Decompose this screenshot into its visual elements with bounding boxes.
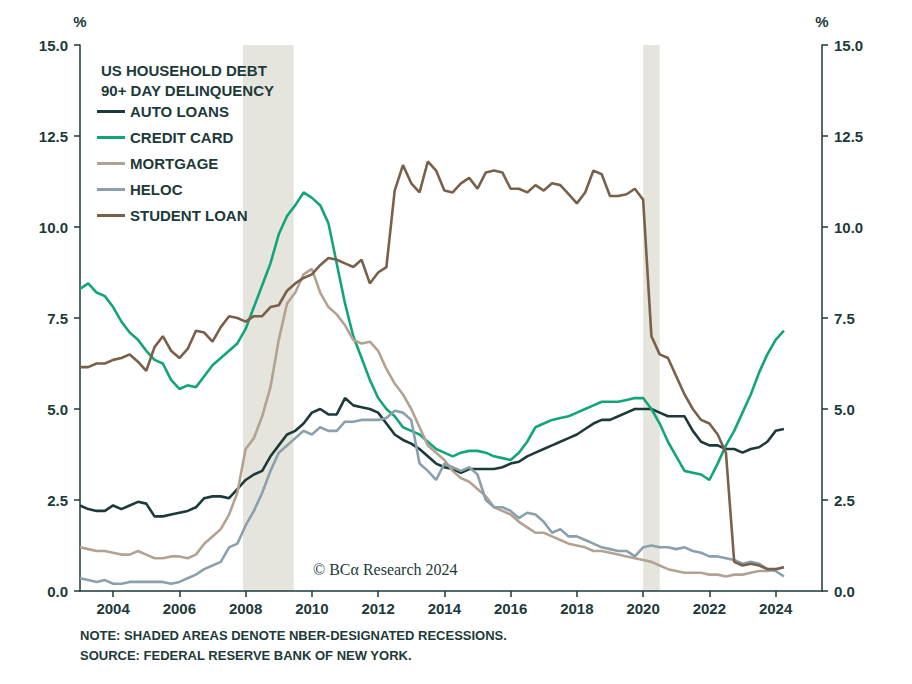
svg-text:AUTO LOANS: AUTO LOANS: [130, 103, 229, 120]
svg-text:STUDENT LOAN: STUDENT LOAN: [130, 207, 248, 224]
svg-text:15.0: 15.0: [39, 37, 68, 54]
svg-text:2006: 2006: [163, 600, 196, 617]
svg-text:%: %: [73, 13, 86, 30]
svg-text:12.5: 12.5: [834, 128, 863, 145]
svg-text:2008: 2008: [229, 600, 262, 617]
svg-text:2010: 2010: [295, 600, 328, 617]
svg-text:2012: 2012: [361, 600, 394, 617]
svg-text:2020: 2020: [626, 600, 659, 617]
svg-text:5.0: 5.0: [47, 401, 68, 418]
svg-text:2022: 2022: [693, 600, 726, 617]
svg-text:2004: 2004: [96, 600, 130, 617]
svg-text:2.5: 2.5: [47, 492, 68, 509]
svg-text:2016: 2016: [494, 600, 527, 617]
svg-text:2018: 2018: [560, 600, 593, 617]
svg-text:SOURCE: FEDERAL RESERVE BANK O: SOURCE: FEDERAL RESERVE BANK OF NEW YORK…: [80, 648, 412, 663]
svg-text:10.0: 10.0: [39, 219, 68, 236]
svg-text:CREDIT CARD: CREDIT CARD: [130, 129, 233, 146]
svg-text:90+ DAY DELINQUENCY: 90+ DAY DELINQUENCY: [101, 82, 274, 99]
svg-text:MORTGAGE: MORTGAGE: [130, 155, 218, 172]
svg-text:2014: 2014: [428, 600, 462, 617]
svg-text:NOTE: SHADED AREAS DENOTE NBER: NOTE: SHADED AREAS DENOTE NBER-DESIGNATE…: [80, 628, 507, 643]
svg-text:12.5: 12.5: [39, 128, 68, 145]
svg-text:2024: 2024: [759, 600, 793, 617]
svg-text:HELOC: HELOC: [130, 181, 183, 198]
svg-text:10.0: 10.0: [834, 219, 863, 236]
svg-text:5.0: 5.0: [834, 401, 855, 418]
svg-text:0.0: 0.0: [834, 583, 855, 600]
svg-text:© BCα Research 2024: © BCα Research 2024: [313, 561, 458, 578]
svg-text:7.5: 7.5: [47, 310, 68, 327]
svg-text:7.5: 7.5: [834, 310, 855, 327]
svg-text:2.5: 2.5: [834, 492, 855, 509]
svg-text:US HOUSEHOLD DEBT: US HOUSEHOLD DEBT: [101, 62, 267, 79]
svg-text:%: %: [815, 13, 828, 30]
svg-text:0.0: 0.0: [47, 583, 68, 600]
svg-text:15.0: 15.0: [834, 37, 863, 54]
